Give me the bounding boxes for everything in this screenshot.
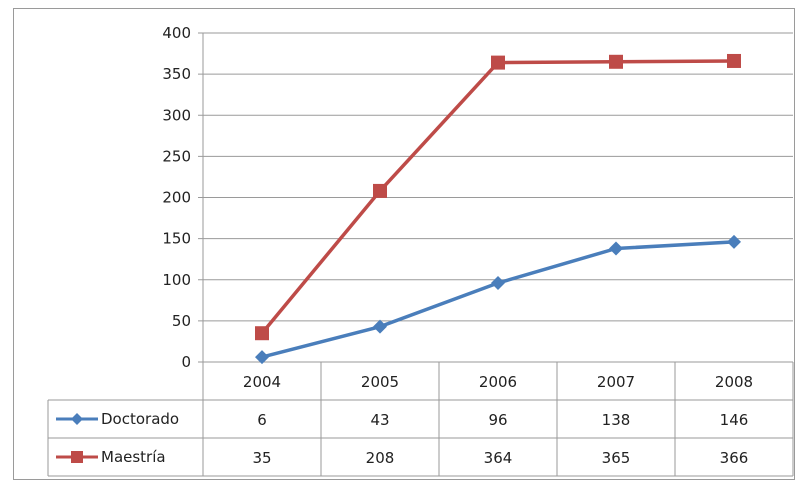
y-tick-label: 350 <box>162 65 191 83</box>
table-value-cell: 365 <box>602 449 631 467</box>
y-tick-label: 100 <box>162 271 191 289</box>
table-value-cell: 366 <box>720 449 749 467</box>
y-tick-label: 250 <box>162 147 191 165</box>
y-tick-label: 300 <box>162 106 191 124</box>
table-value-cell: 6 <box>257 411 267 429</box>
table-value-cell: 35 <box>252 449 271 467</box>
chart-frame <box>13 8 795 480</box>
table-value-cell: 208 <box>366 449 395 467</box>
y-tick-label: 50 <box>172 312 191 330</box>
legend-key-marker <box>71 451 83 463</box>
legend-series-name: Maestría <box>101 448 166 466</box>
legend-key-marker <box>71 413 83 425</box>
series-lines <box>255 53 741 365</box>
data-point <box>727 53 741 68</box>
x-category-label: 2005 <box>361 373 399 391</box>
y-tick-label: 200 <box>162 189 191 207</box>
x-category-label: 2008 <box>715 373 753 391</box>
data-point <box>255 326 269 341</box>
table-value-cell: 43 <box>370 411 389 429</box>
legend-series-name: Doctorado <box>101 410 179 428</box>
data-table: 2004 2005 2006 2007 2008 Doctorado 6 43 96 138 146… <box>47 361 794 477</box>
y-tick-label: 400 <box>162 24 191 42</box>
x-category-label: 2004 <box>243 373 281 391</box>
table-value-cell: 146 <box>720 411 749 429</box>
y-axis: 0 50 100 150 200 250 300 350 400 <box>162 24 204 371</box>
data-point <box>609 241 623 256</box>
data-point <box>491 276 505 291</box>
data-point <box>491 55 505 70</box>
x-category-label: 2007 <box>597 373 635 391</box>
series-line-doctorado <box>261 240 735 359</box>
y-tick-label: 150 <box>162 230 191 248</box>
gridlines <box>203 32 793 363</box>
data-point <box>255 350 269 365</box>
y-tick-label: 0 <box>181 353 191 371</box>
table-value-cell: 138 <box>602 411 631 429</box>
table-value-cell: 364 <box>484 449 513 467</box>
table-value-cell: 96 <box>488 411 507 429</box>
data-point <box>727 234 741 249</box>
data-point <box>373 319 387 334</box>
data-point <box>609 54 623 69</box>
x-category-label: 2006 <box>479 373 517 391</box>
data-point <box>373 183 387 198</box>
